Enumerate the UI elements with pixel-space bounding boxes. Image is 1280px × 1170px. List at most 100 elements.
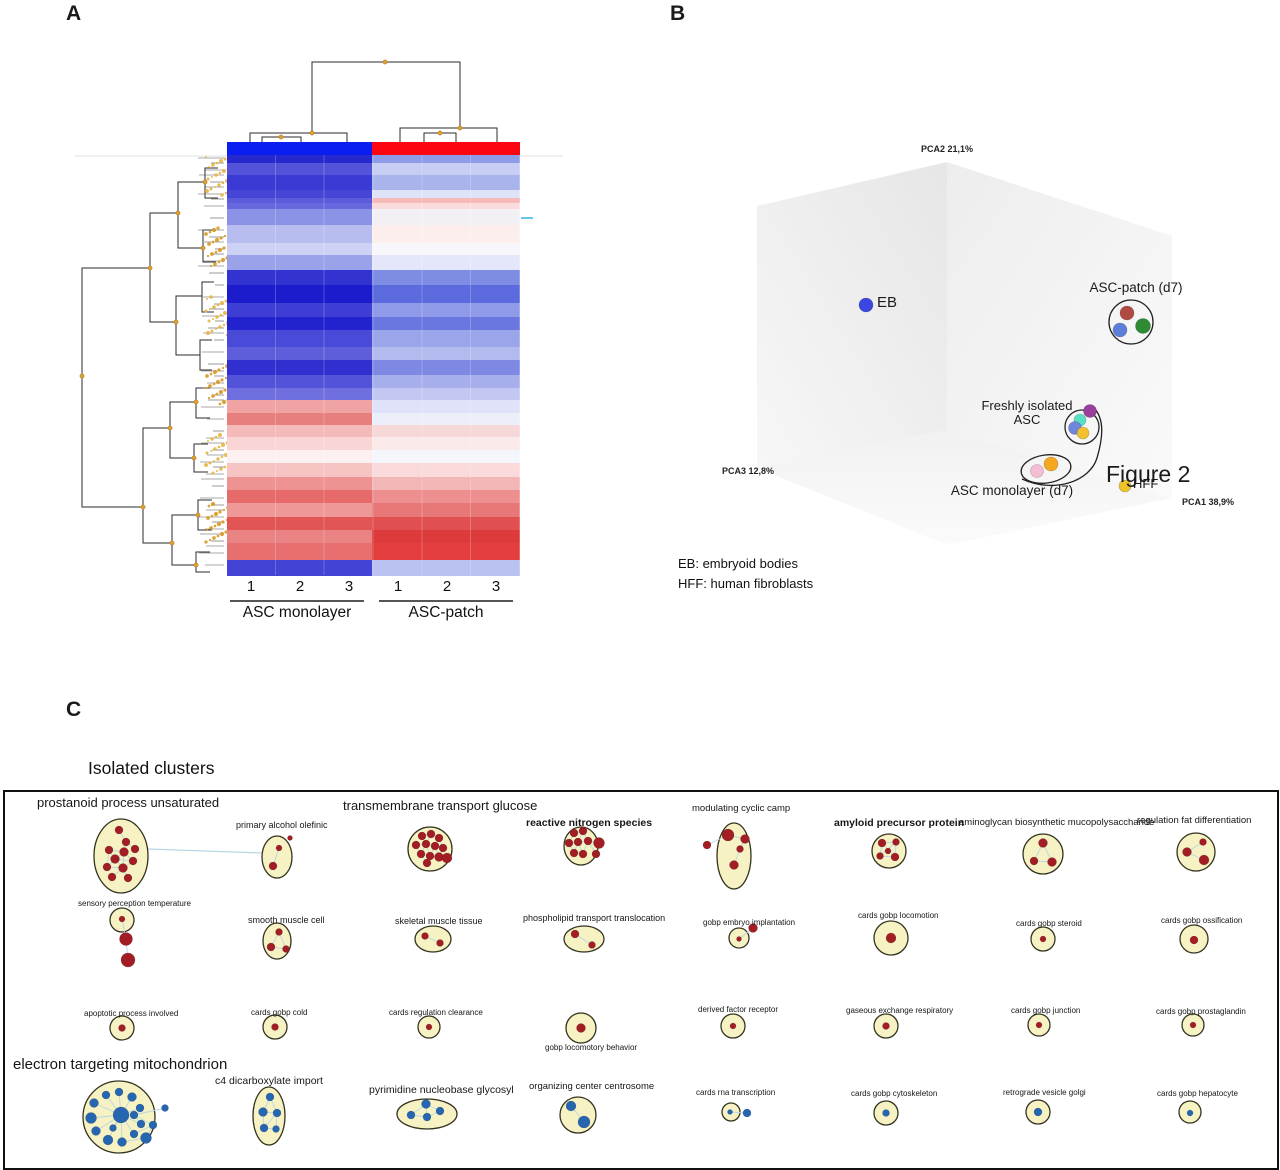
cluster-node: [729, 860, 739, 870]
group-label-monolayer: ASC monolayer: [242, 604, 352, 621]
row-dendrogram: [81, 167, 218, 573]
leaf-node-dot: [207, 440, 209, 442]
dendrogram-node-dot: [309, 130, 315, 136]
leaf-node-dot: [221, 181, 225, 185]
dendrogram-node-dot: [191, 455, 197, 461]
pca-right-wall: [947, 162, 1172, 498]
heatmap-row: [227, 203, 520, 209]
cluster-node: [570, 929, 580, 939]
pca2-axis-label: PCA2 21,1%: [920, 144, 974, 154]
cluster-node: [1029, 856, 1039, 866]
cluster-node: [272, 1125, 280, 1133]
leaf-node-dot: [220, 193, 224, 197]
cluster-node: [266, 942, 276, 952]
leaf-node-dot: [223, 388, 227, 392]
cluster-label: gobp embryo implantation: [703, 918, 796, 927]
leaf-node-dot: [213, 524, 217, 528]
pca-group-label: ASC-patch (d7): [1089, 280, 1183, 295]
leaf-node-dot: [218, 325, 222, 329]
cluster-node: [576, 1023, 586, 1033]
leaf-node-dot: [220, 378, 224, 382]
leaf-node-dot: [217, 445, 221, 449]
pca-point: [1076, 426, 1090, 440]
leaf-node-dot: [209, 187, 213, 191]
cluster-node: [129, 1110, 139, 1120]
cluster-node: [438, 843, 448, 853]
cluster-node: [102, 862, 112, 872]
cluster-node: [91, 1126, 101, 1136]
cluster-node: [119, 932, 133, 946]
cluster-label: transmembrane transport glucose: [343, 798, 538, 813]
cluster-node: [591, 849, 601, 859]
heatmap-row: [227, 388, 520, 400]
cluster-node: [421, 1099, 431, 1109]
cluster-node: [1047, 857, 1057, 867]
leaf-node-dot: [213, 460, 215, 462]
cluster-ellipse: [414, 925, 452, 953]
cluster-node: [882, 1022, 890, 1030]
cluster-node: [101, 1090, 111, 1100]
cluster-node: [421, 932, 429, 940]
cluster-node: [112, 1106, 130, 1124]
dendrogram-node-dot: [195, 512, 201, 518]
pca1-axis-label: PCA1 38,9%: [1182, 497, 1235, 507]
group-outline: [1064, 409, 1100, 445]
leaf-node-dot: [216, 534, 220, 538]
cluster-node: [422, 858, 432, 868]
cluster-label: skeletal muscle tissue: [395, 916, 483, 926]
leaf-node-dot: [217, 260, 221, 264]
heatmap-row: [227, 450, 520, 463]
pca-group-label: HFF: [1133, 476, 1159, 491]
cluster-label: pyrimidine nucleobase glycosyl: [369, 1084, 514, 1096]
leaf-node-dot: [209, 295, 213, 299]
leaf-node-dot: [210, 514, 214, 518]
cluster-node: [436, 939, 444, 947]
leaf-node-dot: [212, 382, 216, 386]
heatmap-row: [227, 255, 520, 270]
cluster-node: [89, 1098, 99, 1108]
leaf-node-dot: [215, 392, 219, 396]
leaf-node-dot: [214, 237, 220, 243]
cluster-node: [578, 826, 588, 836]
leaf-node-dot: [223, 465, 227, 469]
leaf-node-dot: [218, 433, 222, 437]
heatmap-row: [227, 490, 520, 503]
cluster-edge: [133, 1107, 166, 1116]
leaf-node-dot: [208, 230, 212, 234]
lasso-curve: [1021, 406, 1103, 487]
leaf-node-dot: [216, 457, 220, 461]
leaf-node-dot: [210, 329, 214, 333]
cluster-label: cards gobp hepatocyte: [1157, 1089, 1238, 1098]
leaf-node-dot: [217, 368, 221, 372]
leaf-node-dot: [216, 303, 220, 307]
leaf-node-dot: [221, 399, 227, 405]
cluster-ellipse: [563, 925, 605, 953]
cluster-node: [114, 825, 124, 835]
cluster-node: [1198, 854, 1210, 866]
dendrogram-node-dot: [457, 125, 463, 131]
cluster-node: [876, 852, 884, 860]
heatmap-row: [227, 425, 520, 437]
leaf-node-dot: [215, 161, 219, 165]
cluster-node: [102, 1134, 114, 1146]
cluster-node: [565, 1100, 577, 1112]
cluster-label: gaseous exchange respiratory: [846, 1006, 954, 1015]
cluster-node: [588, 941, 596, 949]
dendrogram-node-dot: [193, 399, 199, 405]
heatmap-row: [227, 437, 520, 450]
pca-point: [1135, 318, 1151, 334]
leaf-node-dot: [208, 166, 210, 168]
heatmap-row: [227, 175, 520, 190]
cluster-node: [118, 915, 126, 923]
replicate-number: 3: [491, 578, 501, 595]
panel-a-letter: A: [66, 2, 82, 25]
dendrogram-node-dot: [175, 210, 181, 216]
panel-c-letter: C: [66, 698, 82, 721]
pca-left-wall: [757, 162, 947, 468]
leaf-node-dot: [216, 470, 218, 472]
leaf-node-dot: [219, 467, 223, 471]
cluster-node: [1038, 838, 1048, 848]
leaf-node-dot: [204, 309, 208, 313]
cluster-node: [742, 1108, 752, 1118]
